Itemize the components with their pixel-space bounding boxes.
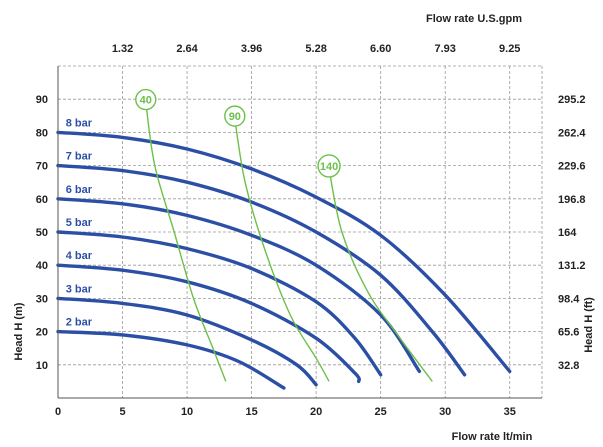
y-tick-left: 70 — [36, 161, 48, 173]
air-curve-label: 140 — [320, 161, 338, 173]
y-tick-right: 295.2 — [558, 94, 586, 106]
pressure-curve-label: 7 bar — [66, 151, 93, 163]
x-tick-top: 3.96 — [241, 43, 262, 55]
grid — [58, 66, 542, 398]
x-axis-title-bottom: Flow rate lt/min — [452, 431, 533, 443]
y-tick-right: 196.8 — [558, 194, 586, 206]
pressure-curves — [58, 132, 510, 388]
x-tick-top: 1.32 — [112, 43, 133, 55]
x-tick-bottom: 15 — [245, 406, 257, 418]
air-curve-label: 90 — [229, 111, 241, 123]
y-tick-right: 164 — [558, 227, 577, 239]
y-tick-left: 80 — [36, 127, 48, 139]
x-tick-bottom: 25 — [375, 406, 387, 418]
air-curve — [235, 119, 329, 381]
y-tick-right: 262.4 — [558, 127, 586, 139]
y-tick-right: 131.2 — [558, 260, 586, 272]
y-axis-title-right: Head H (ft) — [583, 297, 595, 353]
x-tick-top: 7.93 — [434, 43, 455, 55]
pressure-curve-label: 2 bar — [66, 317, 93, 329]
x-tick-top: 6.60 — [370, 43, 391, 55]
pressure-curve-label: 4 bar — [66, 250, 93, 262]
pressure-curve-label: 8 bar — [66, 117, 93, 129]
y-tick-left: 20 — [36, 327, 48, 339]
x-tick-bottom: 20 — [310, 406, 322, 418]
x-tick-bottom: 30 — [439, 406, 451, 418]
y-tick-left: 50 — [36, 227, 48, 239]
x-tick-top: 2.64 — [176, 43, 198, 55]
y-tick-right: 98.4 — [558, 293, 580, 305]
air-consumption-curves — [136, 90, 433, 382]
x-tick-top: 9.25 — [499, 43, 520, 55]
y-tick-left: 60 — [36, 194, 48, 206]
pressure-curve-label: 3 bar — [66, 283, 93, 295]
x-tick-bottom: 5 — [119, 406, 125, 418]
x-axis-title-top: Flow rate U.S.gpm — [426, 13, 522, 25]
y-tick-right: 65.6 — [558, 327, 579, 339]
pressure-curve-label: 5 bar — [66, 217, 93, 229]
y-tick-left: 40 — [36, 260, 48, 272]
air-curve-label: 40 — [140, 95, 152, 107]
x-tick-top: 5.28 — [305, 43, 326, 55]
y-tick-right: 229.6 — [558, 161, 586, 173]
y-tick-left: 10 — [36, 360, 48, 372]
x-tick-bottom: 10 — [181, 406, 193, 418]
y-axis-title-left: Head H (m) — [13, 302, 25, 360]
y-tick-right: 32.8 — [558, 360, 579, 372]
y-tick-left: 30 — [36, 293, 48, 305]
x-tick-bottom: 0 — [55, 406, 61, 418]
y-tick-left: 90 — [36, 94, 48, 106]
x-tick-bottom: 35 — [504, 406, 516, 418]
pressure-curve-label: 6 bar — [66, 184, 93, 196]
